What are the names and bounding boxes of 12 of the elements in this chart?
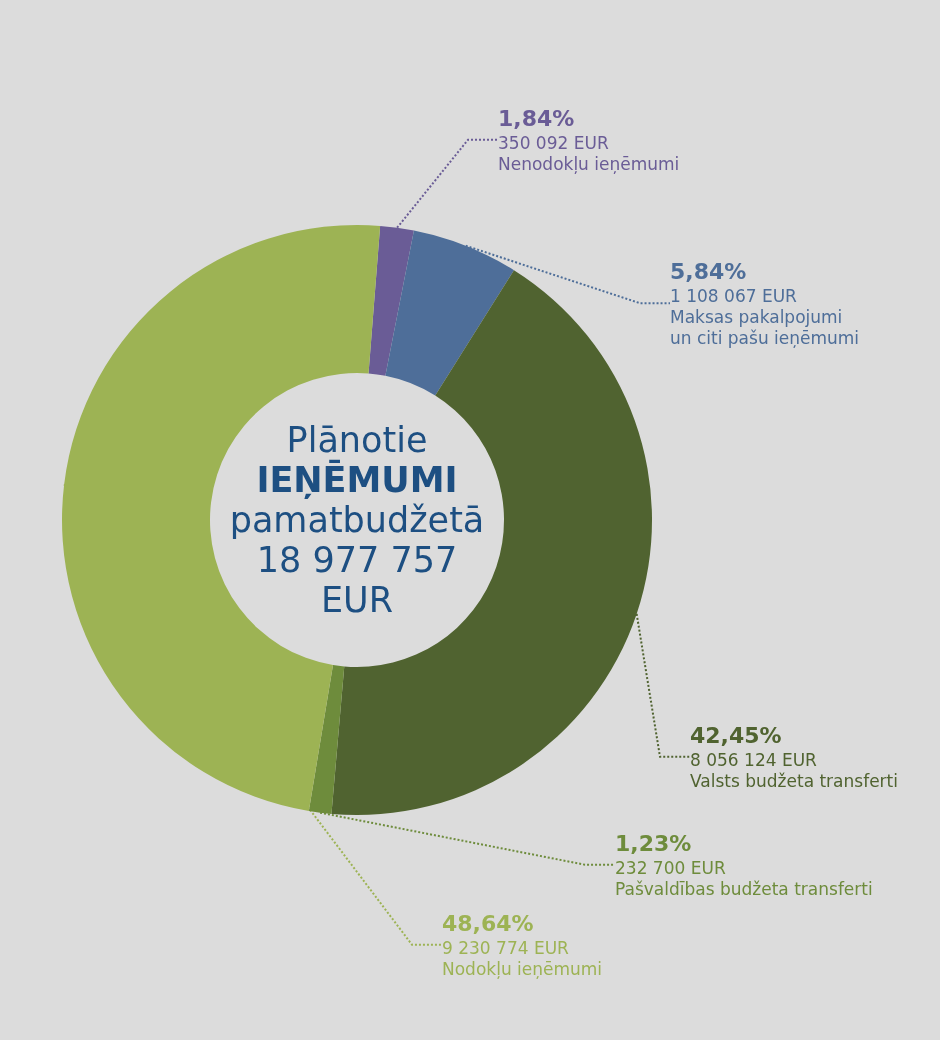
text: Plānotie IEŅĒMUMI pamatbudžetā: [229, 420, 485, 540]
text: 18 977 757 EUR: [256, 540, 458, 620]
slice-label: Valsts budžeta transferti: [690, 770, 898, 791]
slice-label: Nodokļu ieņēmumi: [442, 958, 603, 979]
data-label: 5,84% 1 108 067 EUR: [670, 259, 798, 306]
data-label: 42,45% 8 056 124 EUR: [690, 723, 818, 770]
slice-label: Pašvaldības budžeta transferti: [615, 878, 873, 899]
slice-label: Nenodokļu ieņēmumi: [498, 153, 680, 174]
data-label: 48,64% 9 230 774 EUR: [442, 911, 570, 958]
slice-label: Maksas pakalpojumi un citi pašu ieņēmumi: [670, 306, 860, 348]
data-label: 1,23% 232 700 EUR: [615, 831, 726, 878]
data-label: 1,84% 350 092 EUR: [498, 106, 609, 153]
